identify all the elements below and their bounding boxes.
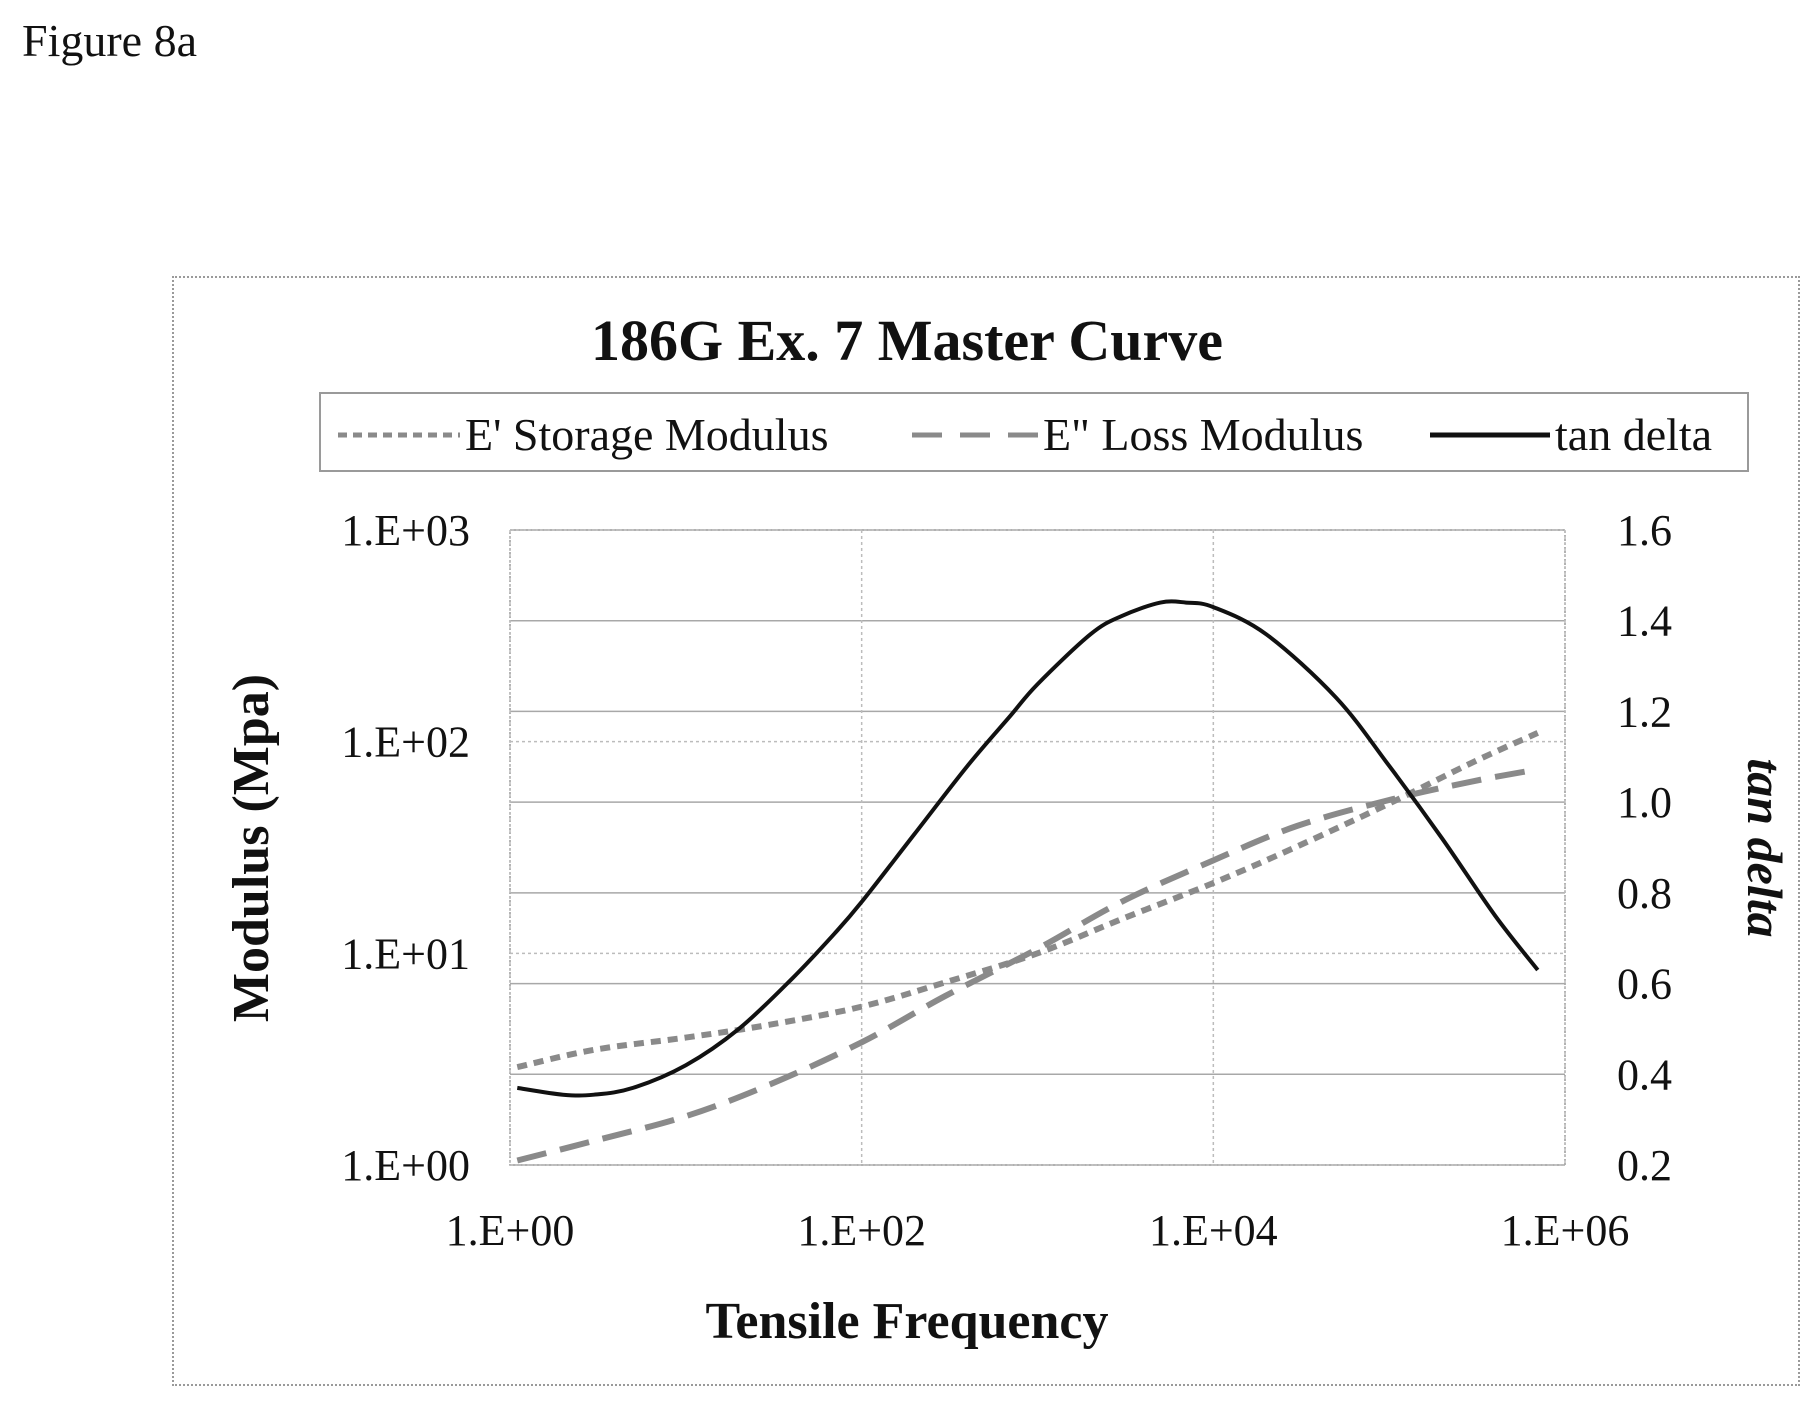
x-axis-title: Tensile Frequency <box>705 1293 1108 1350</box>
legend-label-2: tan delta <box>1555 409 1712 460</box>
y2-tick-label: 0.4 <box>1617 1050 1672 1099</box>
legend-label-0: E' Storage Modulus <box>465 409 829 460</box>
series-line-0 <box>516 730 1539 1071</box>
y-tick-label: 1.E+00 <box>341 1141 470 1190</box>
chart-frame <box>172 276 1800 1386</box>
y2-axis-title: tan delta <box>1737 758 1793 937</box>
y-tick-label: 1.E+03 <box>341 506 470 555</box>
y-axis-title: Modulus (Mpa) <box>223 674 280 1022</box>
chart-title: 186G Ex. 7 Master Curve <box>591 308 1223 373</box>
figure-label: Figure 8a <box>22 15 198 66</box>
y2-tick-label: 1.2 <box>1617 687 1672 736</box>
y-tick-label: 1.E+01 <box>341 929 470 978</box>
series-line-2 <box>516 599 1540 1098</box>
y2-tick-label: 0.6 <box>1617 960 1672 1009</box>
x-tick-label: 1.E+04 <box>1149 1206 1278 1255</box>
x-tick-label: 1.E+00 <box>446 1206 575 1255</box>
plot-area <box>509 529 1566 1166</box>
legend-box <box>319 392 1749 472</box>
y2-tick-label: 1.0 <box>1617 778 1672 827</box>
y2-tick-label: 1.6 <box>1617 506 1672 555</box>
y2-tick-label: 0.2 <box>1617 1141 1672 1190</box>
series-line-1 <box>516 766 1539 1164</box>
x-tick-label: 1.E+06 <box>1501 1206 1630 1255</box>
legend-label-1: E" Loss Modulus <box>1043 409 1363 460</box>
x-tick-label: 1.E+02 <box>797 1206 926 1255</box>
y2-tick-label: 0.8 <box>1617 869 1672 918</box>
y2-tick-label: 1.4 <box>1617 597 1672 646</box>
y-tick-label: 1.E+02 <box>341 718 470 767</box>
